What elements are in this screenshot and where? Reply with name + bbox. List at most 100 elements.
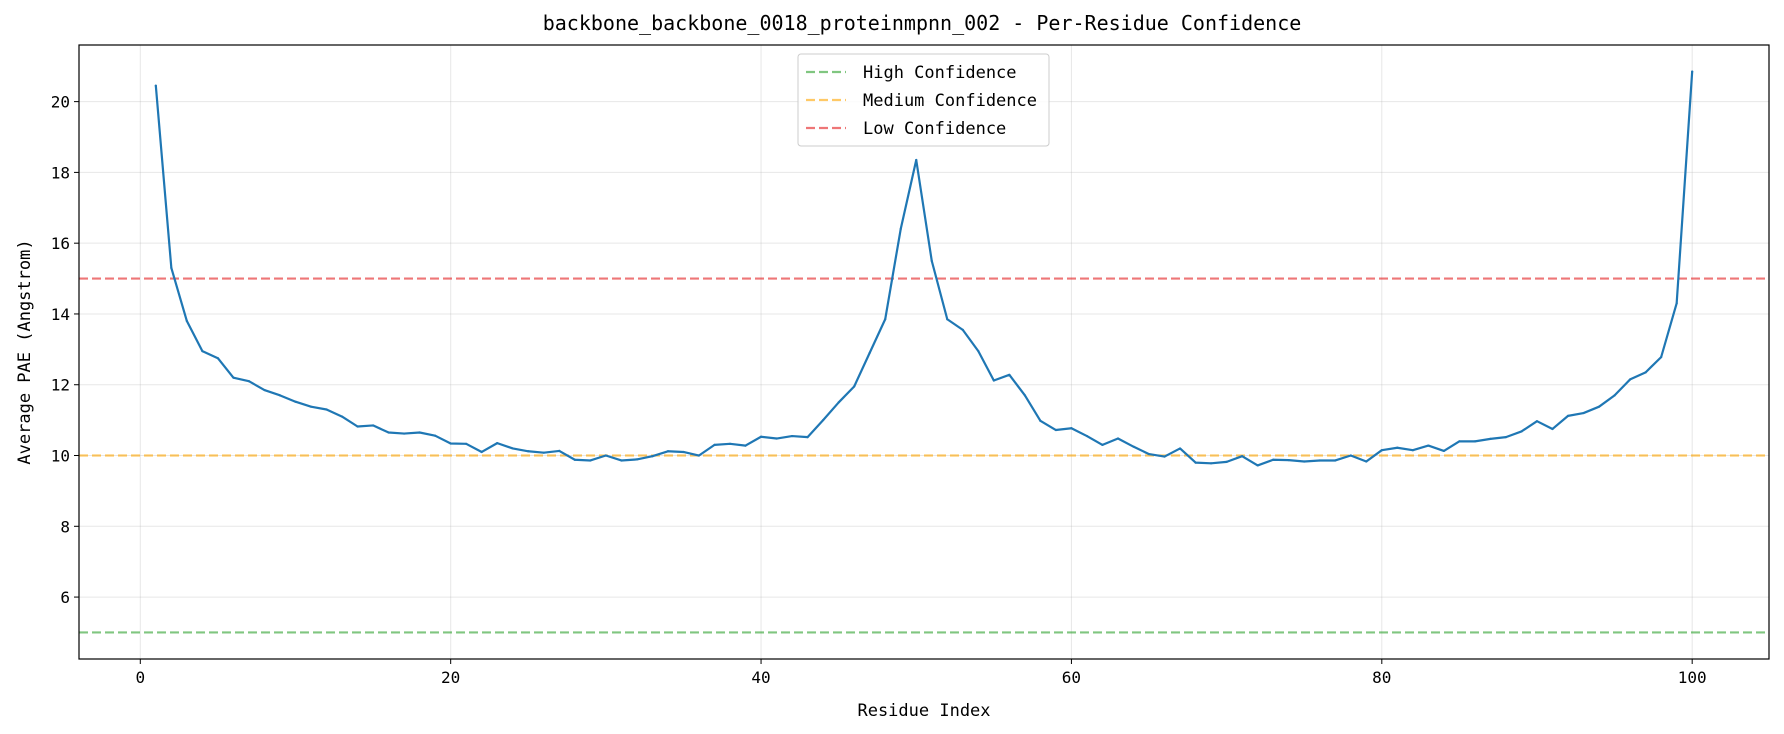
data-point [1116, 437, 1120, 440]
legend-label: High Confidence [863, 63, 1017, 83]
data-point [1442, 449, 1445, 453]
data-point [604, 454, 607, 457]
data-point [1566, 414, 1570, 417]
data-point [1132, 445, 1135, 448]
data-point [790, 434, 794, 438]
legend: High Confidence Medium Confidence Low Conf… [797, 53, 1050, 147]
x-tick-label: 0 [135, 668, 145, 687]
data-point [1272, 458, 1275, 461]
data-point [434, 434, 437, 437]
data-point [201, 350, 204, 353]
x-tick-label: 100 [1678, 668, 1707, 687]
data-point [1194, 461, 1197, 464]
x-tick-label: 60 [1062, 668, 1081, 687]
data-point [558, 449, 561, 453]
data-point [340, 415, 344, 418]
y-tick-label: 8 [60, 517, 70, 536]
data-point [1644, 371, 1647, 374]
data-point [1256, 464, 1259, 467]
data-point [170, 266, 173, 270]
data-point [1458, 440, 1461, 443]
data-point [1303, 460, 1306, 463]
data-point [449, 442, 452, 445]
data-point [1691, 70, 1694, 73]
data-point [977, 350, 980, 353]
data-point [1334, 459, 1337, 462]
x-axis-ticks: 0 20 40 60 80 100 [135, 659, 1707, 687]
data-point [744, 444, 747, 447]
data-point [185, 319, 188, 323]
data-point [496, 442, 499, 445]
data-point [232, 376, 235, 379]
data-point [542, 451, 545, 454]
data-point [915, 158, 918, 162]
data-point [1085, 434, 1089, 438]
data-point [371, 424, 375, 427]
data-point [930, 259, 933, 262]
data-point [1318, 459, 1321, 462]
data-point [1597, 405, 1601, 408]
data-point [1054, 428, 1058, 432]
data-point [1023, 394, 1026, 397]
data-point [480, 450, 483, 454]
y-tick-label: 12 [51, 376, 70, 395]
legend-label: Medium Confidence [863, 91, 1037, 111]
data-point [1241, 455, 1244, 458]
data-point [728, 442, 732, 445]
data-point [387, 431, 390, 434]
data-point [1427, 444, 1430, 447]
data-point [1660, 356, 1663, 359]
data-point [465, 442, 468, 445]
data-point [1147, 452, 1151, 456]
data-point [946, 318, 949, 321]
data-point [1504, 436, 1508, 439]
data-point [589, 459, 592, 462]
x-tick-label: 40 [751, 668, 770, 687]
reference-lines [79, 277, 1769, 634]
data-point [1209, 462, 1213, 465]
pae-series-line [154, 70, 1694, 467]
data-point [154, 84, 157, 87]
data-point [294, 400, 297, 403]
data-point [1365, 460, 1368, 463]
data-point [713, 443, 716, 446]
data-point [1675, 302, 1678, 305]
data-point [697, 454, 701, 457]
data-point [1489, 437, 1492, 440]
data-point [1535, 420, 1539, 423]
data-point [1349, 454, 1352, 457]
data-point [1101, 443, 1104, 446]
data-point [1008, 373, 1011, 376]
y-tick-label: 18 [51, 163, 70, 182]
x-tick-label: 20 [441, 668, 460, 687]
data-point [1520, 430, 1523, 433]
data-point [884, 318, 887, 321]
legend-label: Low Confidence [863, 119, 1006, 139]
data-point [325, 408, 328, 411]
data-point [837, 401, 840, 404]
y-tick-label: 10 [51, 447, 70, 466]
data-point [1287, 459, 1290, 462]
data-point [356, 425, 359, 428]
legend-box [797, 53, 1050, 147]
data-point [511, 447, 514, 450]
data-point [992, 379, 995, 382]
y-tick-label: 16 [51, 234, 70, 253]
data-point [775, 437, 778, 440]
data-point [527, 450, 530, 453]
plot-frame [78, 44, 1770, 660]
data-point [1613, 394, 1616, 397]
data-point [403, 432, 406, 435]
data-point [1411, 449, 1414, 452]
data-point [635, 458, 639, 461]
y-tick-label: 20 [51, 93, 70, 112]
data-point [682, 450, 685, 454]
series-group [154, 70, 1694, 467]
data-point [1629, 378, 1632, 381]
data-point [868, 351, 871, 354]
y-axis-label: Average PAE (Angstrom) [15, 239, 35, 464]
data-point [666, 450, 670, 453]
chart-title: backbone_backbone_0018_proteinmpnn_002 -… [543, 11, 1302, 35]
data-point [1473, 440, 1477, 443]
